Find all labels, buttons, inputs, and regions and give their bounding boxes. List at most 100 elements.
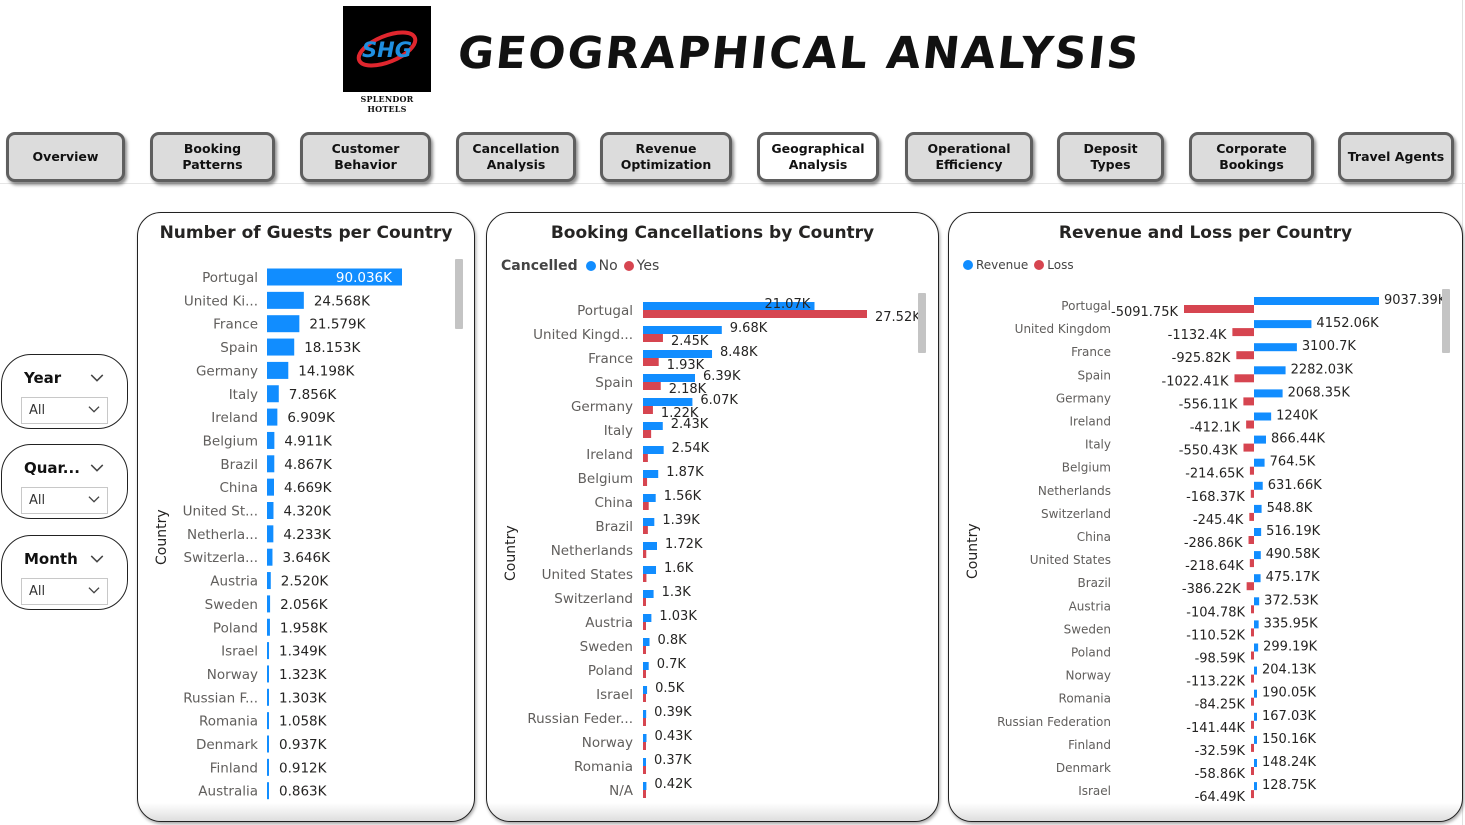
legend: Revenue Loss [963, 258, 1080, 272]
category-label: Portugal [1061, 299, 1111, 313]
nav-button-overview[interactable]: Overview [6, 132, 125, 182]
bar-revenue [1254, 597, 1260, 606]
category-label: Denmark [1056, 761, 1111, 775]
data-label: 90.036K [336, 270, 393, 286]
scrollbar[interactable] [918, 293, 926, 353]
y-axis-title: Country [503, 525, 519, 581]
category-label: Switzerla... [184, 550, 259, 566]
bar-cancelled [643, 622, 646, 630]
bar-loss [1184, 305, 1254, 313]
category-label: Ireland [1069, 415, 1111, 429]
category-label: Israel [1078, 784, 1111, 798]
bar-loss [1236, 351, 1254, 360]
category-label: United States [542, 567, 633, 583]
bar-not-cancelled [643, 518, 655, 526]
category-label: Israel [221, 644, 258, 660]
category-label: Poland [213, 620, 258, 636]
scrollbar[interactable] [455, 259, 463, 329]
category-label: Ireland [211, 410, 258, 426]
category-label: Switzerland [1041, 507, 1111, 521]
logo-mark-text: SHG [362, 38, 412, 62]
nav-button-geographical-analysis[interactable]: Geographical Analysis [757, 132, 879, 182]
slicer-collapse-toggle[interactable] [89, 549, 105, 565]
data-label: 1.39K [662, 513, 700, 528]
bar-cancelled [643, 742, 646, 750]
data-label-revenue: 335.95K [1264, 616, 1318, 631]
data-label: 0.863K [279, 784, 328, 800]
nav-button-cancellation-analysis[interactable]: Cancellation Analysis [456, 132, 576, 182]
nav-button-booking-patterns[interactable]: Booking Patterns [150, 132, 275, 182]
chevron-down-icon [88, 406, 100, 413]
data-label-revenue: 548.8K [1267, 501, 1313, 516]
bar-revenue [1254, 366, 1286, 375]
slicer-dropdown[interactable]: All [21, 578, 108, 605]
nav-button-operational-efficiency[interactable]: Operational Efficiency [905, 132, 1033, 182]
slicer-collapse-toggle[interactable] [89, 458, 105, 474]
category-label: Germany [571, 399, 633, 415]
bar-revenue [1254, 343, 1297, 352]
legend-item-yes[interactable]: Yes [623, 258, 659, 274]
slicer-dropdown[interactable]: All [21, 487, 108, 514]
revenue-loss-panel: Revenue and Loss per Country Revenue Los… [948, 212, 1463, 822]
data-label: 6.39K [703, 369, 741, 384]
category-label: Italy [1085, 438, 1111, 452]
header-divider [0, 183, 1465, 184]
chart-title: Revenue and Loss per Country [1058, 223, 1353, 243]
nav-button-customer-behavior[interactable]: Customer Behavior [300, 132, 431, 182]
legend-item-loss[interactable]: Loss [1034, 258, 1074, 272]
nav-button-travel-agents[interactable]: Travel Agents [1338, 132, 1454, 182]
category-label: Sweden [1064, 622, 1111, 636]
data-label-loss: -1132.4K [1168, 328, 1227, 343]
data-label: 4.867K [284, 457, 333, 473]
category-label: Belgium [578, 471, 633, 487]
data-label-revenue: 516.19K [1266, 524, 1320, 539]
data-label: 9.68K [730, 321, 768, 336]
bar-not-cancelled [643, 662, 649, 670]
category-label: Belgium [203, 433, 258, 449]
chevron-down-icon [90, 374, 104, 383]
bar-not-cancelled [643, 566, 657, 574]
bar [267, 408, 278, 426]
category-label: Romania [199, 714, 258, 730]
category-label: Russian F... [183, 690, 258, 706]
category-label: Germany [196, 363, 258, 379]
data-label-loss: -168.37K [1186, 490, 1245, 505]
bar-revenue [1254, 620, 1259, 629]
slicer-dropdown[interactable]: All [21, 397, 108, 424]
category-label: Belgium [1062, 461, 1111, 475]
data-label: 0.43K [655, 729, 693, 744]
bar [267, 361, 289, 379]
slicer-value: All [29, 493, 46, 508]
nav-button-revenue-optimization[interactable]: Revenue Optimization [600, 132, 732, 182]
bar-loss [1232, 328, 1254, 337]
data-label-revenue: 1240K [1276, 409, 1318, 424]
slicer-collapse-toggle[interactable] [89, 368, 105, 384]
category-label: United St... [183, 504, 258, 520]
data-label: 1.56K [664, 489, 702, 504]
bar-revenue [1254, 412, 1272, 421]
data-label: 1.22K [661, 406, 699, 421]
bar-not-cancelled [643, 446, 664, 454]
category-label: Germany [1056, 391, 1111, 405]
bar-revenue [1254, 574, 1261, 583]
scrollbar[interactable] [1442, 289, 1450, 353]
bar-not-cancelled [643, 470, 659, 478]
nav-button-corporate-bookings[interactable]: Corporate Bookings [1189, 132, 1314, 182]
data-label-revenue: 490.58K [1266, 547, 1320, 562]
data-label-loss: -104.78K [1186, 605, 1245, 620]
data-label: 0.912K [279, 760, 328, 776]
bar-cancelled [643, 430, 652, 438]
category-label: Norway [582, 735, 633, 751]
category-label: Norway [1065, 669, 1111, 683]
data-label: 1.3K [662, 585, 692, 600]
y-axis-title: Country [965, 523, 981, 579]
category-label: Norway [207, 667, 258, 683]
data-label: 21.579K [309, 317, 366, 333]
category-label: France [1071, 345, 1111, 359]
data-label-loss: -550.43K [1179, 444, 1238, 459]
legend-item-revenue[interactable]: Revenue [963, 258, 1028, 272]
legend-item-no[interactable]: No [585, 258, 618, 274]
nav-button-deposit-types[interactable]: Deposit Types [1057, 132, 1164, 182]
data-label: 24.568K [314, 293, 371, 309]
